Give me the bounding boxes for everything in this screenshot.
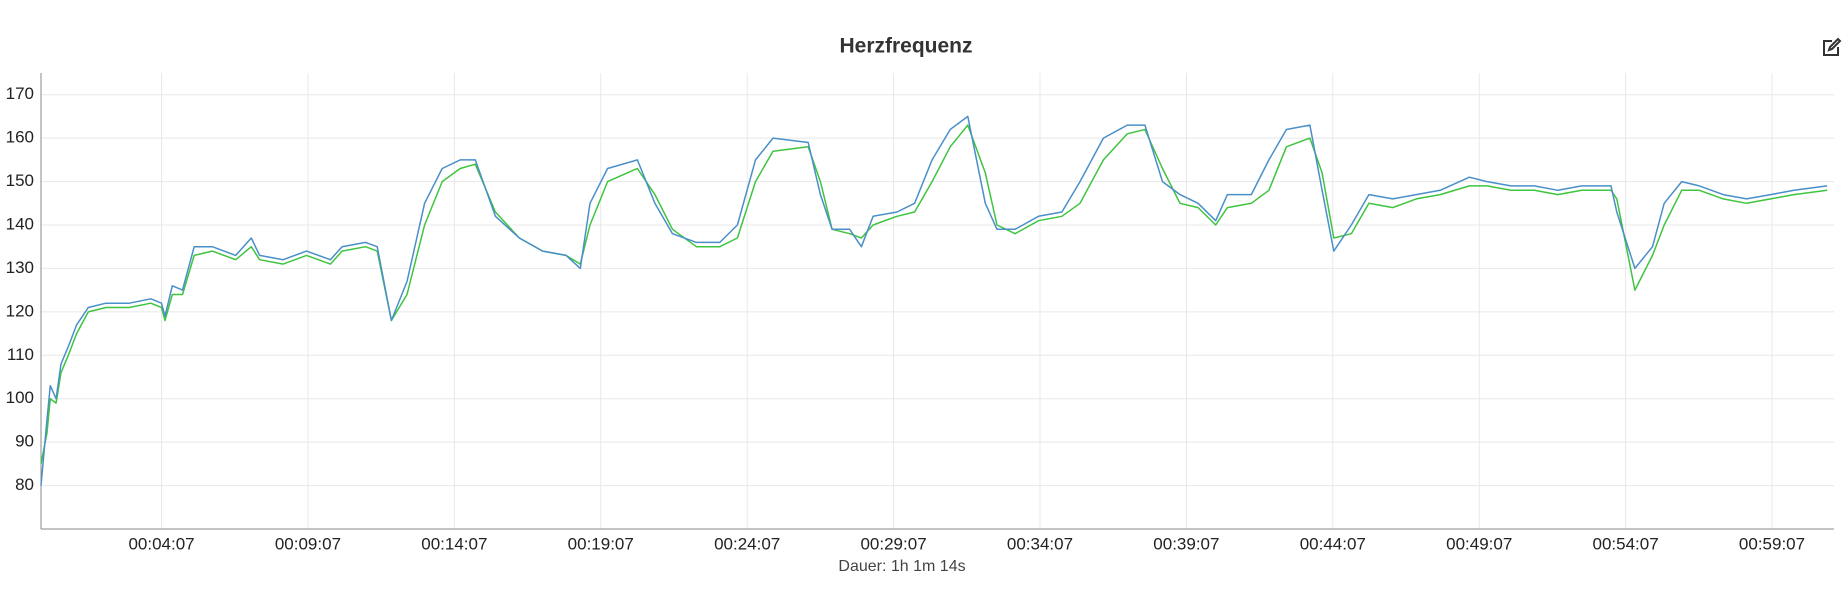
- x-tick-label: 00:29:07: [860, 534, 926, 553]
- series-line: [40, 124, 1828, 465]
- y-tick-label: 80: [15, 475, 34, 494]
- y-tick-label: 150: [6, 171, 34, 190]
- x-tick-label: 00:09:07: [275, 534, 341, 553]
- y-tick-label: 160: [6, 128, 34, 147]
- y-tick-label: 110: [7, 345, 34, 364]
- x-tick-label: 00:14:07: [421, 534, 487, 553]
- x-tick-label: 00:24:07: [714, 534, 780, 553]
- x-tick-label: 00:49:07: [1446, 534, 1512, 553]
- x-tick-label: 00:44:07: [1300, 534, 1366, 553]
- edit-icon-pen[interactable]: [1827, 37, 1842, 52]
- series-line: [40, 115, 1828, 486]
- edit-icon-box[interactable]: [1823, 40, 1839, 56]
- y-tick-label: 100: [6, 388, 34, 407]
- x-tick-label: 00:54:07: [1593, 534, 1659, 553]
- x-tick-label: 00:04:07: [128, 534, 194, 553]
- edit-icon[interactable]: [1823, 37, 1842, 56]
- y-tick-label: 140: [6, 214, 34, 233]
- x-axis-label: Dauer: 1h 1m 14s: [838, 558, 965, 575]
- y-tick-label: 130: [6, 258, 34, 277]
- x-tick-label: 00:19:07: [568, 534, 634, 553]
- x-tick-label: 00:34:07: [1007, 534, 1073, 553]
- y-tick-label: 120: [6, 301, 34, 320]
- x-tick-label: 00:39:07: [1153, 534, 1219, 553]
- y-tick-label: 170: [6, 84, 34, 103]
- chart-title: Herzfrequenz: [839, 35, 972, 58]
- x-tick-label: 00:59:07: [1739, 534, 1805, 553]
- y-tick-label: 90: [15, 432, 34, 451]
